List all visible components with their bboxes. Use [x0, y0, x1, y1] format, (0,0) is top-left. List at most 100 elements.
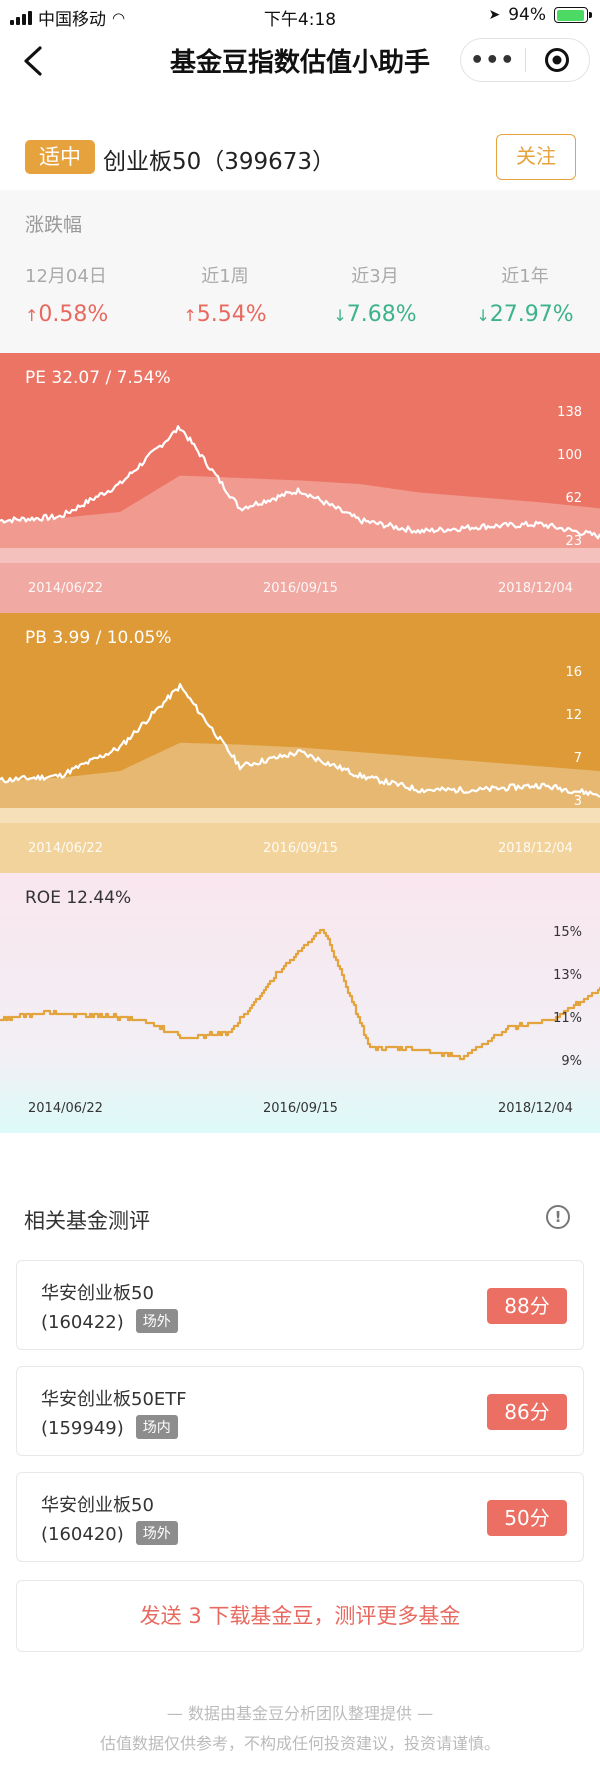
pe-tick: 62: [565, 491, 582, 506]
battery-icon: [554, 7, 592, 23]
change-value: 27.97%: [489, 302, 574, 327]
carrier-label: 中国移动: [38, 10, 106, 30]
change-value: 0.58%: [38, 302, 109, 327]
roe-tick: 15%: [553, 925, 582, 940]
pe-tick: 138: [557, 405, 582, 420]
fund-code: (160422): [41, 1312, 124, 1333]
pe-chart-svg: [0, 353, 600, 613]
pe-tick: 23: [565, 534, 582, 549]
pb-chart: PB 3.99 / 10.05% 16 12 7 3 2014/06/22 20…: [0, 613, 600, 873]
percentile-band: [0, 742, 600, 823]
roe-chart-title: ROE 12.44%: [25, 888, 132, 908]
more-dots-icon[interactable]: •••: [470, 47, 516, 73]
arrow-up-icon: ↑: [183, 306, 197, 325]
index-header: 适中 创业板50（399673） 关注: [0, 120, 600, 190]
pb-tick: 16: [565, 665, 582, 680]
pb-chart-title: PB 3.99 / 10.05%: [25, 628, 172, 648]
roe-chart-svg: [0, 873, 600, 1133]
change-item: 近3月 ↓7.68%: [300, 262, 450, 327]
change-item: 12月04日 ↑0.58%: [0, 262, 150, 327]
fund-name: 华安创业板50ETF: [41, 1389, 187, 1410]
roe-tick: 9%: [561, 1054, 582, 1069]
pb-tick: 12: [565, 708, 582, 723]
footer-source: — 数据由基金豆分析团队整理提供 —: [166, 1704, 434, 1723]
wifi-icon: ◠: [112, 8, 126, 27]
fund-score: 86分: [487, 1394, 567, 1430]
roe-tick: 11%: [553, 1011, 582, 1026]
battery-percent: 94%: [508, 5, 546, 25]
valuation-tag: 适中: [25, 140, 95, 174]
fund-code: (160420): [41, 1524, 124, 1545]
pb-date: 2018/12/04: [498, 841, 573, 856]
roe-date: 2018/12/04: [498, 1101, 573, 1116]
chart-background: [0, 873, 600, 1133]
fund-code-row: (160420) 场外: [41, 1521, 178, 1545]
follow-button[interactable]: 关注: [496, 134, 576, 180]
capsule-divider: [524, 48, 526, 72]
mini-program-capsule: •••: [460, 38, 590, 82]
change-item: 近1周 ↑5.54%: [150, 262, 300, 327]
fund-name: 华安创业板50: [41, 1495, 154, 1516]
change-period: 近1周: [201, 266, 249, 287]
series-line: [0, 682, 600, 798]
info-icon[interactable]: !: [546, 1205, 570, 1229]
roe-date: 2016/09/15: [263, 1101, 338, 1116]
signal-icon: [10, 10, 32, 25]
change-section: 涨跌幅 12月04日 ↑0.58% 近1周 ↑5.54% 近3月 ↓7.68% 近1年 ↓27…: [0, 190, 600, 353]
change-value-row: ↓27.97%: [450, 302, 600, 327]
roe-date: 2014/06/22: [28, 1101, 103, 1116]
change-period: 近1年: [501, 266, 549, 287]
target-circle-icon[interactable]: [526, 47, 590, 73]
page-title: 基金豆指数估值小助手: [169, 48, 430, 78]
change-period: 近3月: [351, 266, 399, 287]
pe-date: 2018/12/04: [498, 581, 573, 596]
market-badge: 场外: [135, 1521, 178, 1545]
fund-card[interactable]: 华安创业板50 (160420) 场外 50分: [16, 1472, 584, 1562]
fund-score: 50分: [487, 1500, 567, 1536]
arrow-down-icon: ↓: [476, 306, 490, 325]
market-badge: 场外: [135, 1309, 178, 1333]
change-label: 涨跌幅: [25, 214, 83, 236]
fund-card[interactable]: 华安创业板50ETF (159949) 场内 86分: [16, 1366, 584, 1456]
roe-tick: 13%: [553, 968, 582, 983]
fund-code-row: (159949) 场内: [41, 1415, 178, 1439]
fund-card[interactable]: 华安创业板50 (160422) 场外 88分: [16, 1260, 584, 1350]
roe-chart: ROE 12.44% 15% 13% 11% 9% 2014/06/22 201…: [0, 873, 600, 1133]
pb-date: 2014/06/22: [28, 841, 103, 856]
change-value-row: ↑0.58%: [25, 302, 150, 327]
change-item: 近1年 ↓27.97%: [450, 262, 600, 327]
series-line: [0, 928, 600, 1061]
pb-tick: 3: [573, 794, 582, 809]
footer-disclaimer: 估值数据仅供参考，不构成任何投资建议，投资请谨慎。: [99, 1734, 500, 1753]
back-arrow-icon[interactable]: [14, 40, 54, 80]
clock: 下午4:18: [263, 10, 337, 30]
arrow-down-icon: ↓: [333, 306, 347, 325]
pe-chart: PE 32.07 / 7.54% 138 100 62 23 2014/06/2…: [0, 353, 600, 613]
download-cta-button[interactable]: 发送 3 下载基金豆，测评更多基金: [16, 1580, 584, 1652]
pb-tick: 7: [573, 751, 582, 766]
chart-lower-band: [0, 808, 600, 873]
fund-name: 华安创业板50: [41, 1283, 154, 1304]
market-badge: 场内: [135, 1415, 178, 1439]
arrow-up-icon: ↑: [25, 306, 39, 325]
fund-score: 88分: [487, 1288, 567, 1324]
pb-date: 2016/09/15: [263, 841, 338, 856]
change-value-row: ↓7.68%: [300, 302, 450, 327]
nav-bar: 基金豆指数估值小助手 •••: [0, 30, 600, 90]
percentile-band: [0, 475, 600, 563]
fund-code: (159949): [41, 1418, 124, 1439]
index-name: 创业板50（399673）: [103, 149, 336, 175]
pe-date: 2014/06/22: [28, 581, 103, 596]
chart-lower-band: [0, 548, 600, 613]
pb-chart-svg: [0, 613, 600, 873]
location-icon: ➤: [488, 7, 501, 23]
pe-date: 2016/09/15: [263, 581, 338, 596]
change-value-row: ↑5.54%: [150, 302, 300, 327]
change-value: 7.68%: [346, 302, 417, 327]
change-period: 12月04日: [25, 266, 107, 287]
fund-code-row: (160422) 场外: [41, 1309, 178, 1333]
series-line: [0, 425, 600, 540]
pe-tick: 100: [557, 448, 582, 463]
change-value: 5.54%: [196, 302, 267, 327]
funds-section-title: 相关基金测评: [24, 1209, 150, 1233]
